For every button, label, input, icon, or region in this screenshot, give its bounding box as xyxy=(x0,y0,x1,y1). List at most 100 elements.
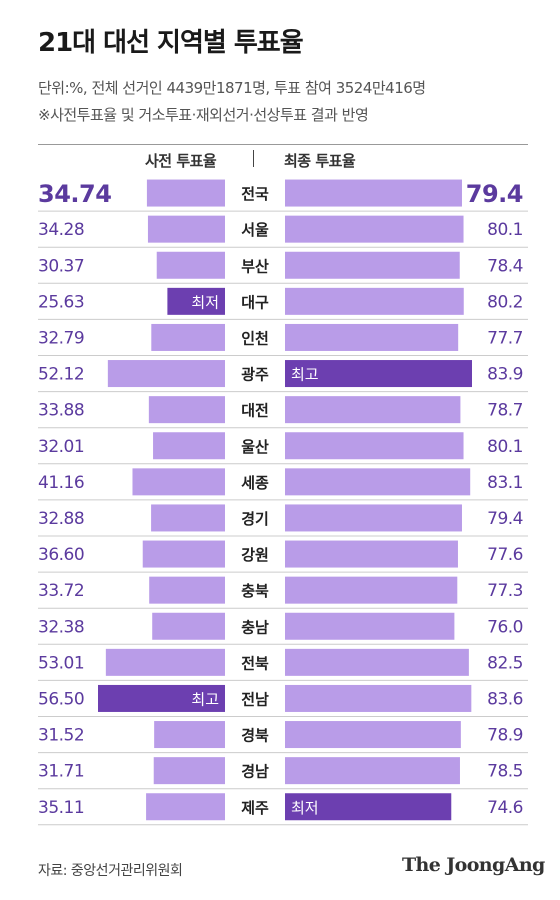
final-vote-bar xyxy=(285,287,464,315)
region-label: 경북 xyxy=(241,727,269,745)
chart-title: 21대 대선 지역별 투표율 xyxy=(38,28,304,58)
early-vote-value: 25.63 xyxy=(38,292,84,312)
early-vote-bar xyxy=(153,432,225,460)
early-vote-value: 53.01 xyxy=(38,653,84,673)
final-vote-bar xyxy=(285,323,459,351)
final-vote-bar xyxy=(285,576,458,604)
final-vote-value: 78.7 xyxy=(487,401,523,421)
final-vote-bar xyxy=(285,468,471,496)
region-label: 충북 xyxy=(241,582,269,600)
region-label: 경남 xyxy=(241,763,269,781)
chart-note: ※사전투표율 및 거소투표·재외선거·선상투표 결과 반영 xyxy=(38,106,369,124)
early-vote-bar xyxy=(142,540,225,568)
early-vote-bar xyxy=(151,504,225,532)
early-vote-value: 32.38 xyxy=(38,617,84,637)
early-vote-value: 33.72 xyxy=(38,581,84,601)
region-label: 전남 xyxy=(241,690,269,708)
final-vote-value: 79.4 xyxy=(466,180,523,208)
early-vote-bar xyxy=(151,323,225,351)
final-vote-bar xyxy=(285,396,461,424)
final-vote-value: 77.3 xyxy=(487,581,523,601)
early-vote-value: 32.79 xyxy=(38,328,84,348)
region-label: 세종 xyxy=(241,474,269,492)
final-vote-bar xyxy=(285,684,472,712)
region-label: 부산 xyxy=(241,257,269,275)
early-vote-value: 36.60 xyxy=(38,545,84,565)
source-note: 자료: 중앙선거관리위원회 xyxy=(38,863,183,879)
early-vote-bar xyxy=(156,251,225,279)
early-vote-bar xyxy=(147,215,225,243)
early-vote-bar xyxy=(148,396,225,424)
early-vote-value: 30.37 xyxy=(38,256,84,276)
region-label: 대구 xyxy=(241,293,269,311)
region-label: 울산 xyxy=(241,438,269,456)
early-vote-value: 52.12 xyxy=(38,365,84,385)
chart-subtitle: 단위:%, 전체 선거인 4439만1871명, 투표 참여 3524만416명 xyxy=(38,79,426,97)
early-vote-annotation: 최고 xyxy=(191,690,219,708)
early-vote-value: 32.88 xyxy=(38,509,84,529)
final-vote-bar xyxy=(285,721,461,749)
final-vote-value: 79.4 xyxy=(487,509,523,529)
final-vote-value: 83.6 xyxy=(487,689,523,709)
region-label: 서울 xyxy=(241,221,269,239)
early-vote-value: 56.50 xyxy=(38,689,84,709)
final-vote-value: 80.2 xyxy=(487,292,523,312)
final-vote-annotation: 최고 xyxy=(291,366,319,384)
early-vote-bar xyxy=(154,721,225,749)
region-label: 강원 xyxy=(241,546,269,564)
early-vote-value: 35.11 xyxy=(38,798,84,818)
final-vote-value: 83.9 xyxy=(487,365,523,385)
final-vote-value: 80.1 xyxy=(487,220,523,240)
final-vote-bar xyxy=(285,360,472,388)
final-vote-value: 83.1 xyxy=(487,473,523,493)
early-vote-bar xyxy=(132,468,225,496)
final-vote-bar xyxy=(285,648,469,676)
early-vote-annotation: 최저 xyxy=(191,293,219,311)
final-vote-bar xyxy=(285,793,452,821)
early-vote-value: 34.74 xyxy=(38,180,111,208)
region-label: 제주 xyxy=(241,799,269,817)
early-vote-bar xyxy=(149,576,225,604)
region-label: 경기 xyxy=(241,510,269,528)
early-vote-value: 32.01 xyxy=(38,437,84,457)
final-vote-bar xyxy=(285,540,458,568)
region-label: 대전 xyxy=(241,402,269,420)
final-vote-bar xyxy=(285,432,464,460)
final-vote-annotation: 최저 xyxy=(291,799,319,817)
brand-logo: The JoongAng xyxy=(402,854,545,876)
region-label: 충남 xyxy=(241,618,269,636)
final-vote-bar xyxy=(285,215,464,243)
header-rule xyxy=(38,144,528,145)
early-vote-bar xyxy=(167,287,225,315)
early-vote-value: 41.16 xyxy=(38,473,84,493)
final-vote-value: 76.0 xyxy=(487,617,523,637)
early-vote-value: 34.28 xyxy=(38,220,84,240)
final-vote-bar xyxy=(285,179,462,207)
final-vote-value: 80.1 xyxy=(487,437,523,457)
early-vote-value: 33.88 xyxy=(38,401,84,421)
legend-separator xyxy=(253,150,254,167)
region-label: 전북 xyxy=(241,654,269,672)
early-vote-bar xyxy=(146,179,225,207)
final-vote-value: 74.6 xyxy=(487,798,523,818)
final-vote-value: 78.9 xyxy=(487,726,523,746)
early-vote-bar xyxy=(146,793,225,821)
early-vote-value: 31.52 xyxy=(38,726,84,746)
final-vote-bar xyxy=(285,612,455,640)
final-vote-value: 77.6 xyxy=(487,545,523,565)
early-vote-bar xyxy=(98,684,225,712)
early-vote-bar xyxy=(152,612,225,640)
legend-early-vote: 사전 투표율 xyxy=(145,152,217,170)
final-vote-value: 82.5 xyxy=(487,653,523,673)
final-vote-value: 78.4 xyxy=(487,256,523,276)
region-label: 인천 xyxy=(241,329,269,347)
final-vote-value: 78.5 xyxy=(487,762,523,782)
region-label: 전국 xyxy=(241,185,269,203)
final-vote-bar xyxy=(285,757,460,785)
final-vote-value: 77.7 xyxy=(487,328,523,348)
early-vote-bar xyxy=(107,360,225,388)
region-label: 광주 xyxy=(241,366,269,384)
final-vote-bar xyxy=(285,504,462,532)
final-vote-bar xyxy=(285,251,460,279)
